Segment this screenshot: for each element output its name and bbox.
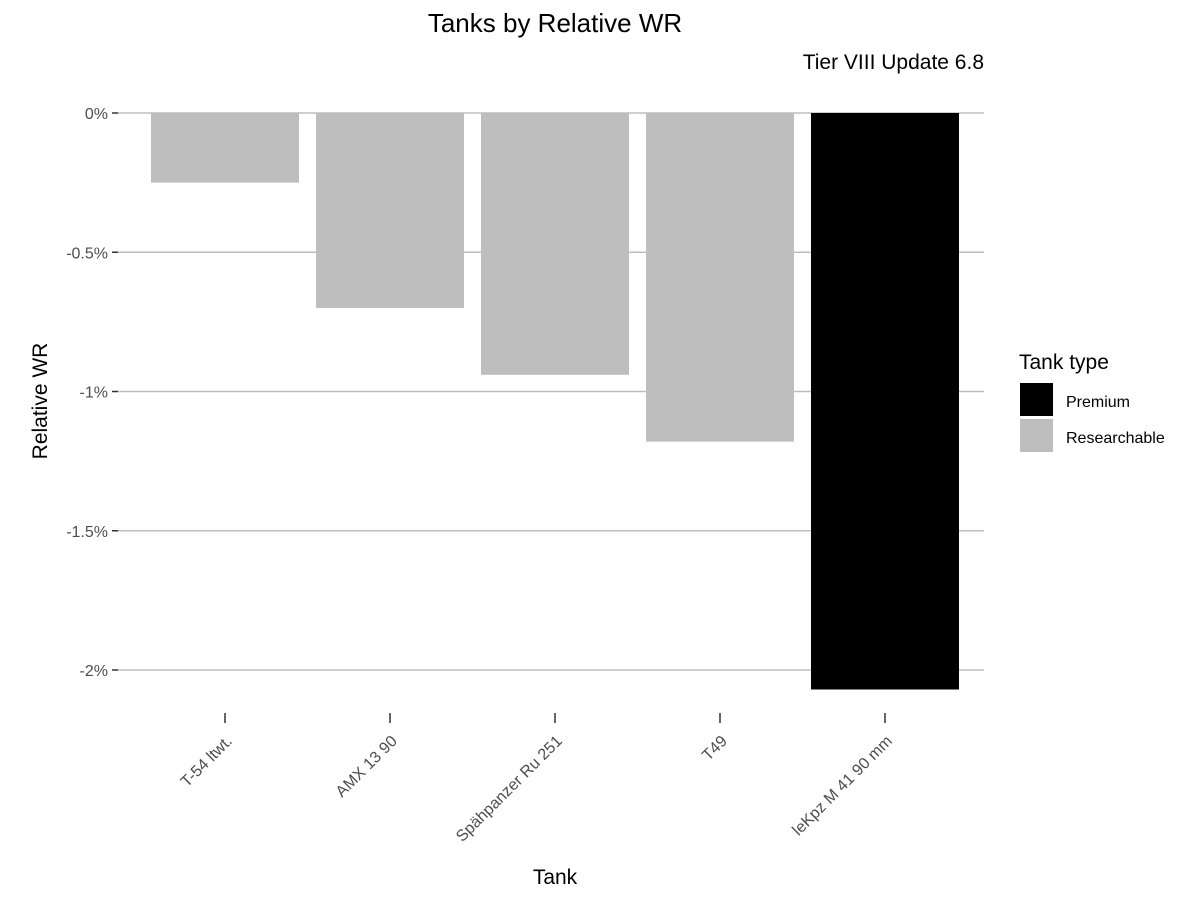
chart-subtitle: Tier VIII Update 6.8 bbox=[803, 51, 984, 74]
y-axis-ticks: 0% -0.5% -1% -1.5% -2% bbox=[66, 106, 118, 680]
bar-3 bbox=[646, 113, 794, 442]
legend-key-1 bbox=[1020, 419, 1053, 452]
legend: Tank type Premium Researchable bbox=[1019, 351, 1165, 452]
y-tick-label: -0.5% bbox=[66, 245, 108, 262]
x-tick-label: leKpz M 41 90 mm bbox=[789, 733, 895, 839]
bar-4 bbox=[811, 113, 959, 690]
x-axis-title: Tank bbox=[533, 866, 578, 889]
legend-title: Tank type bbox=[1019, 351, 1109, 374]
bars bbox=[151, 113, 959, 690]
chart-title: Tanks by Relative WR bbox=[428, 8, 682, 38]
bar-0 bbox=[151, 113, 299, 183]
legend-entries: Premium Researchable bbox=[1020, 383, 1165, 452]
bar-2 bbox=[481, 113, 629, 375]
y-tick-label: -2% bbox=[80, 663, 108, 680]
y-tick-label: -1.5% bbox=[66, 524, 108, 541]
y-axis-title: Relative WR bbox=[29, 343, 52, 460]
legend-label-1: Researchable bbox=[1066, 430, 1165, 447]
x-tick-label: T-54 ltwt. bbox=[178, 733, 236, 791]
legend-label-0: Premium bbox=[1066, 394, 1130, 411]
y-tick-label: -1% bbox=[80, 385, 108, 402]
x-tick-label: Spähpanzer Ru 251 bbox=[453, 733, 566, 846]
bar-1 bbox=[316, 113, 464, 308]
x-tick-label: AMX 13 90 bbox=[333, 733, 401, 801]
x-axis-ticks: T-54 ltwt. AMX 13 90 Spähpanzer Ru 251 T49 l… bbox=[178, 713, 896, 845]
x-tick-label: T49 bbox=[699, 733, 731, 765]
legend-key-0 bbox=[1020, 383, 1053, 416]
y-tick-label: 0% bbox=[85, 106, 108, 123]
